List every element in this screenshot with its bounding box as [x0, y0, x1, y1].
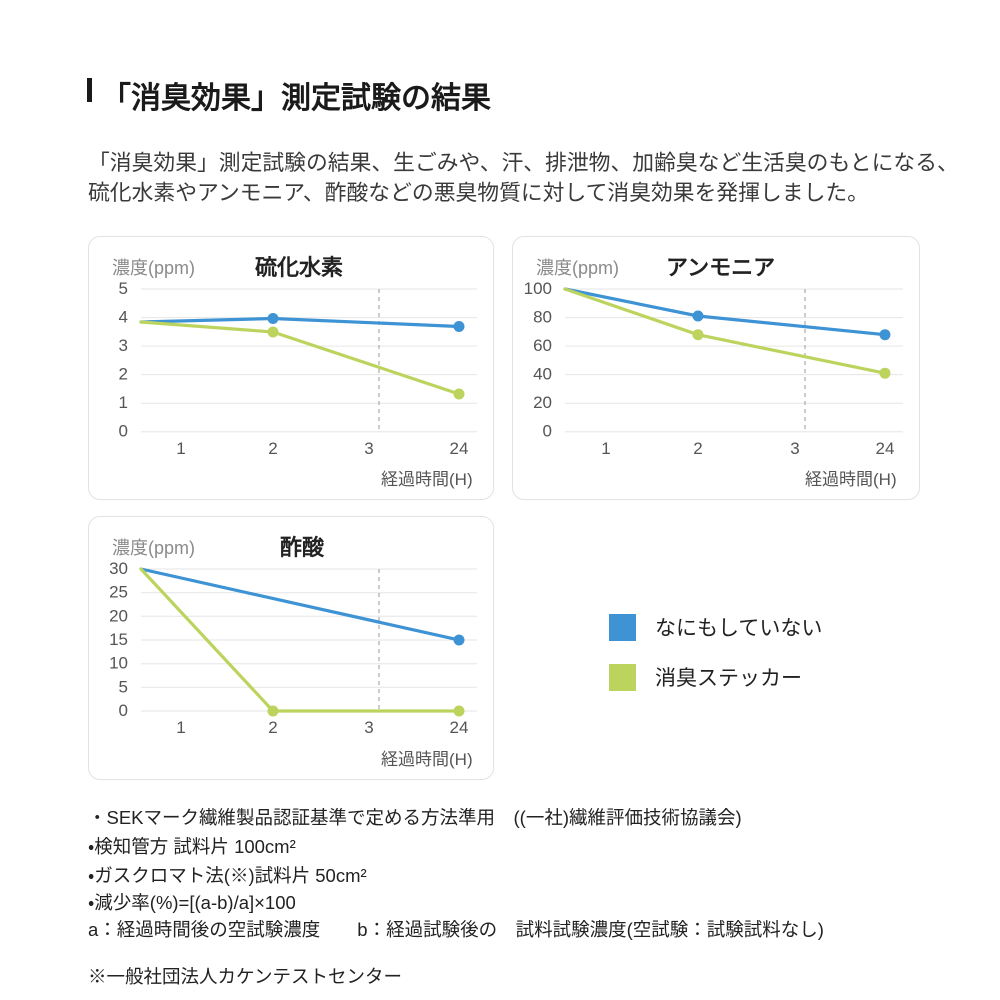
svg-text:24: 24: [450, 439, 469, 458]
svg-text:0: 0: [119, 701, 128, 720]
svg-text:5: 5: [119, 279, 128, 298]
svg-text:0: 0: [119, 422, 128, 441]
svg-text:2: 2: [693, 439, 702, 458]
svg-text:30: 30: [109, 559, 128, 578]
svg-text:60: 60: [533, 336, 552, 355]
svg-text:2: 2: [119, 365, 128, 384]
svg-text:3: 3: [364, 439, 373, 458]
svg-text:2: 2: [268, 718, 277, 737]
svg-text:0: 0: [543, 422, 552, 441]
svg-text:15: 15: [109, 630, 128, 649]
svg-text:25: 25: [109, 583, 128, 602]
svg-text:1: 1: [601, 439, 610, 458]
svg-text:1: 1: [176, 439, 185, 458]
svg-text:2: 2: [268, 439, 277, 458]
svg-text:3: 3: [364, 718, 373, 737]
svg-text:20: 20: [533, 393, 552, 412]
svg-text:1: 1: [119, 393, 128, 412]
svg-text:40: 40: [533, 365, 552, 384]
svg-text:100: 100: [524, 279, 552, 298]
svg-text:3: 3: [119, 336, 128, 355]
svg-text:24: 24: [450, 718, 469, 737]
svg-text:5: 5: [119, 677, 128, 696]
svg-text:4: 4: [119, 308, 128, 327]
svg-text:80: 80: [533, 308, 552, 327]
svg-text:3: 3: [790, 439, 799, 458]
svg-text:24: 24: [876, 439, 895, 458]
svg-text:1: 1: [176, 718, 185, 737]
svg-text:10: 10: [109, 654, 128, 673]
svg-text:20: 20: [109, 606, 128, 625]
